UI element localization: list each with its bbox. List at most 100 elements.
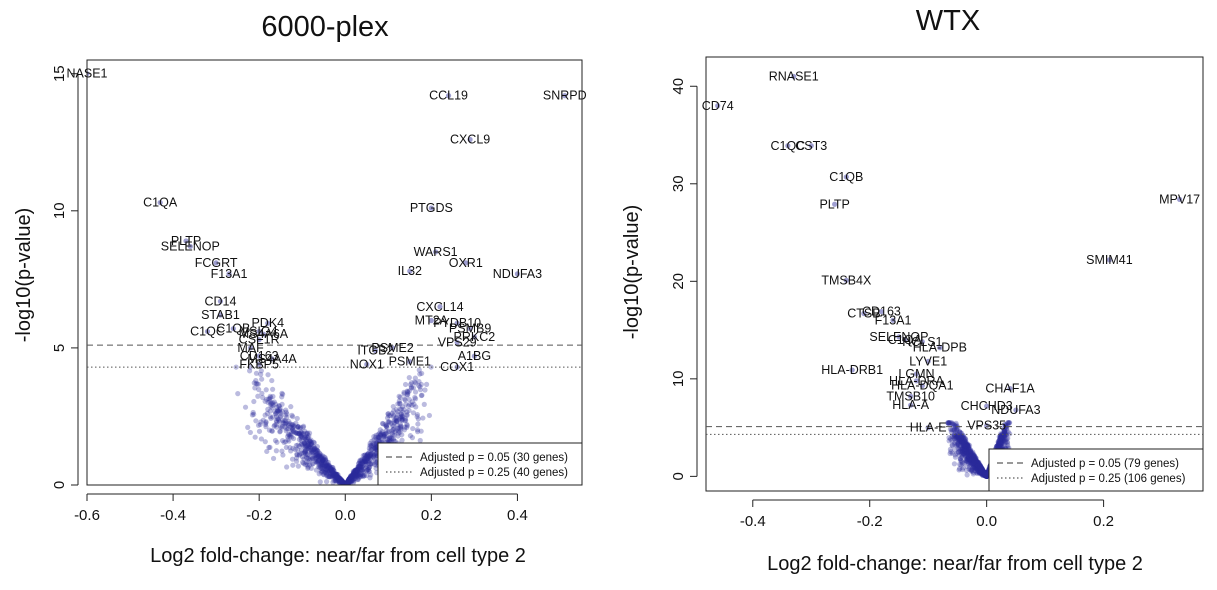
data-point: [957, 433, 964, 440]
data-point: [358, 472, 364, 478]
data-point: [269, 377, 275, 384]
data-point: [978, 465, 984, 471]
data-point: [979, 468, 985, 475]
data-point: [964, 453, 970, 459]
data-point: [252, 385, 258, 391]
data-point: [343, 481, 349, 485]
data-point: [984, 473, 990, 479]
data-point: [966, 445, 972, 451]
labeled-point: [919, 383, 925, 389]
data-point: [401, 406, 407, 413]
data-point: [978, 465, 984, 471]
legend-box: [377, 442, 583, 486]
gene-label: CD14: [204, 294, 236, 308]
data-point: [412, 389, 419, 395]
data-point: [968, 456, 975, 462]
y-tick-label: 30: [670, 175, 687, 192]
data-point: [339, 479, 345, 485]
data-point: [977, 466, 983, 473]
data-point: [352, 468, 358, 474]
data-point: [274, 439, 280, 445]
data-point: [264, 410, 270, 416]
data-point: [963, 440, 969, 447]
data-point: [251, 380, 257, 386]
data-point: [338, 477, 345, 483]
gene-label: HLA-DRA: [889, 374, 945, 388]
data-point: [952, 433, 958, 439]
data-point: [415, 429, 421, 435]
y-tick-label: 40: [670, 78, 687, 95]
data-point: [965, 448, 971, 455]
data-point: [984, 473, 990, 479]
data-point: [303, 430, 309, 436]
data-point: [282, 421, 288, 427]
data-point: [983, 473, 989, 479]
data-point: [977, 466, 984, 472]
data-point: [976, 464, 982, 470]
data-point: [983, 473, 990, 479]
data-point: [282, 424, 288, 430]
data-point: [312, 456, 318, 462]
data-point: [973, 469, 980, 476]
data-point: [980, 470, 986, 476]
data-point: [312, 454, 318, 460]
data-point: [983, 472, 989, 479]
data-point: [313, 455, 319, 461]
data-point: [353, 468, 359, 474]
data-point: [300, 442, 306, 448]
data-point: [267, 414, 273, 420]
data-point: [976, 462, 983, 468]
data-point: [359, 463, 365, 470]
data-point: [976, 461, 982, 468]
data-point: [957, 429, 963, 435]
data-point: [961, 438, 968, 444]
labeled-point: [913, 378, 920, 384]
data-point: [304, 434, 310, 440]
data-point: [337, 476, 343, 482]
data-point: [319, 468, 325, 474]
data-point: [998, 440, 1004, 446]
data-point: [317, 479, 323, 485]
data-point: [256, 386, 262, 393]
data-point: [277, 419, 283, 425]
data-point: [308, 465, 314, 471]
data-point: [342, 481, 348, 485]
data-point: [335, 475, 341, 481]
data-point: [407, 381, 414, 388]
data-point: [973, 458, 979, 464]
data-point: [410, 410, 417, 416]
data-point: [335, 475, 341, 481]
data-point: [341, 481, 347, 485]
data-point: [310, 456, 316, 462]
data-point: [316, 453, 322, 459]
data-point: [972, 460, 978, 466]
data-point: [323, 469, 329, 475]
data-point: [945, 420, 951, 426]
data-point: [983, 473, 990, 479]
data-point: [391, 408, 397, 414]
data-point: [362, 455, 368, 461]
data-point: [329, 473, 335, 479]
data-point: [322, 457, 328, 463]
data-point: [367, 447, 373, 454]
data-point: [368, 442, 374, 449]
data-point: [337, 478, 344, 484]
data-point: [996, 440, 1002, 446]
data-point: [948, 449, 954, 455]
labeled-point: [471, 353, 477, 359]
data-point: [349, 472, 356, 478]
data-point: [293, 458, 300, 464]
data-point: [345, 478, 351, 484]
data-point: [950, 427, 956, 433]
data-point: [315, 459, 321, 465]
data-point: [978, 467, 984, 474]
data-point: [982, 473, 989, 479]
data-point: [982, 472, 988, 478]
data-point: [970, 454, 976, 461]
data-point: [329, 468, 335, 474]
x-tick-label: 0.2: [421, 507, 442, 524]
data-point: [981, 470, 987, 476]
labeled-point: [843, 174, 849, 180]
gene-label: ITGB2: [357, 344, 393, 358]
data-point: [981, 471, 987, 477]
